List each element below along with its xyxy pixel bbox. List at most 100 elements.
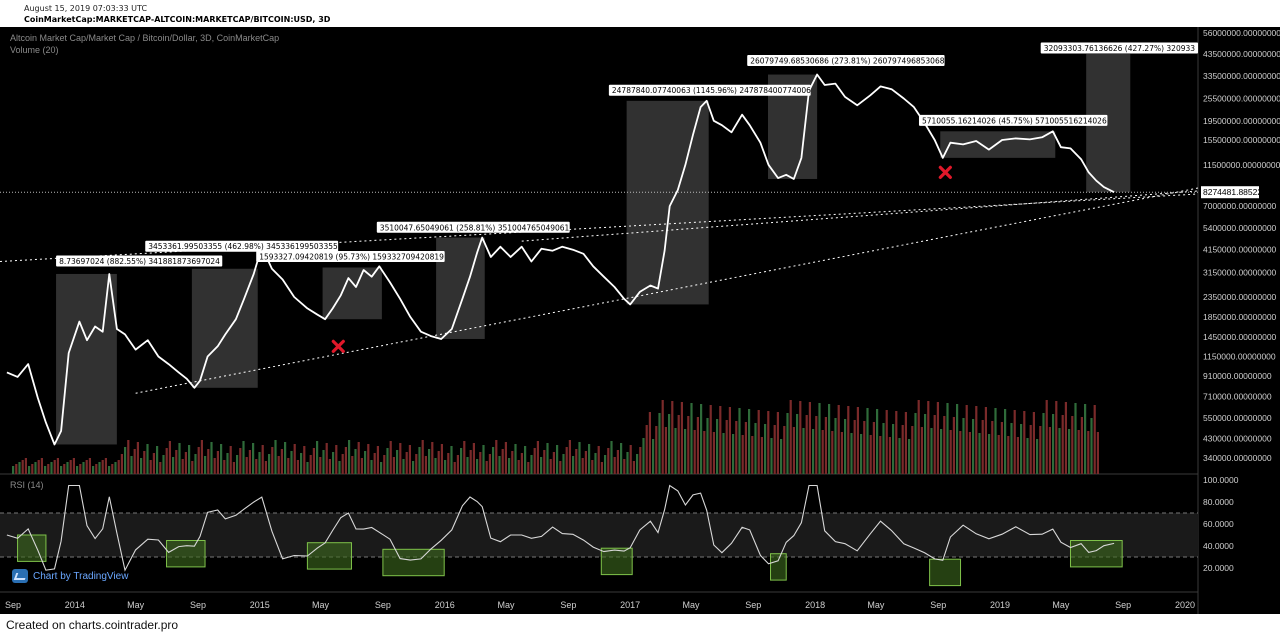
volume-bar xyxy=(597,446,600,474)
y-tick-label: 1450000.00000000 xyxy=(1203,332,1277,342)
x-tick-label: 2018 xyxy=(805,600,825,610)
volume-bar xyxy=(156,446,159,474)
volume-bar xyxy=(722,433,725,474)
volume-bar xyxy=(424,456,427,474)
volume-bar xyxy=(936,402,939,474)
volume-bar xyxy=(866,408,869,474)
volume-bar xyxy=(53,460,56,474)
volume-bar xyxy=(37,460,40,474)
volume-bar xyxy=(332,452,335,474)
volume-bar xyxy=(274,440,277,474)
volume-bar xyxy=(277,456,280,474)
volume-bar xyxy=(24,458,27,474)
volume-bar xyxy=(972,419,975,474)
y-tick-label: 550000.00000000 xyxy=(1203,413,1272,423)
volume-bar xyxy=(584,451,587,474)
volume-label: Volume (20) xyxy=(10,45,59,55)
volume-bar xyxy=(76,466,79,474)
volume-bar xyxy=(175,450,178,474)
volume-bar xyxy=(460,448,463,474)
volume-bar xyxy=(114,462,117,474)
volume-bar xyxy=(447,453,450,474)
volume-bar xyxy=(632,461,635,474)
volume-bar xyxy=(386,448,389,474)
annotation-label: 8.73697024 (882.55%) 341881873697024 xyxy=(59,257,220,266)
volume-bar xyxy=(1013,410,1016,474)
last-price-tag xyxy=(1201,186,1259,199)
volume-bar xyxy=(338,461,341,474)
volume-bar xyxy=(389,441,392,474)
volume-bar xyxy=(687,416,690,474)
volume-bar xyxy=(316,441,319,474)
volume-bar xyxy=(306,462,309,474)
volume-bar xyxy=(796,414,799,474)
annotation-label: 3453361.99503355 (462.98%) 3453361995033… xyxy=(148,242,338,251)
volume-bar xyxy=(210,442,213,474)
volume-bar xyxy=(994,408,997,474)
volume-bar xyxy=(808,402,811,474)
volume-bar xyxy=(607,448,610,474)
volume-bar xyxy=(997,435,1000,474)
volume-bar xyxy=(517,460,520,474)
volume-bar xyxy=(1032,412,1035,474)
volume-bar xyxy=(991,421,994,474)
chart-area[interactable]: 8.73697024 (882.55%) 341881873697024 3453… xyxy=(0,27,1280,614)
volume-bar xyxy=(415,454,418,474)
volume-bar xyxy=(869,435,872,474)
volume-bar xyxy=(92,466,95,474)
volume-bar xyxy=(392,457,395,474)
volume-bar xyxy=(28,466,31,474)
volume-bar xyxy=(444,460,447,474)
volume-bar xyxy=(50,462,53,474)
volume-bar xyxy=(1045,400,1048,474)
x-tick-label: Sep xyxy=(375,600,391,610)
volume-bar xyxy=(927,401,930,474)
volume-bar xyxy=(21,460,24,474)
volume-bar xyxy=(456,455,459,474)
volume-bar xyxy=(463,441,466,474)
annotation-box xyxy=(145,240,339,252)
axes-layer: 56000000.00000000 43500000.00000000 335000… xyxy=(5,28,1280,610)
volume-bar xyxy=(325,443,328,474)
volume-bar xyxy=(258,452,261,474)
volume-bar xyxy=(562,454,565,474)
volume-bar xyxy=(82,462,85,474)
volume-bar xyxy=(434,458,437,474)
tradingview-label: Chart by TradingView xyxy=(33,570,129,582)
volume-bar xyxy=(1074,403,1077,474)
volume-bar xyxy=(536,441,539,474)
volume-bar xyxy=(1004,409,1007,474)
volume-bar xyxy=(658,413,661,474)
volume-bar xyxy=(133,449,136,474)
x-tick-label: May xyxy=(682,600,700,610)
volume-bar xyxy=(1020,424,1023,474)
volume-bar xyxy=(943,416,946,474)
volume-bar xyxy=(696,417,699,474)
volume-bar xyxy=(399,443,402,474)
volume-bar xyxy=(453,462,456,474)
red-x-marker xyxy=(331,339,345,353)
volume-bar xyxy=(616,450,619,474)
volume-bar xyxy=(885,410,888,474)
rsi-oversold-box xyxy=(17,534,47,562)
volume-bar xyxy=(88,458,91,474)
volume-bar xyxy=(408,445,411,474)
x-tick-label: 2017 xyxy=(620,600,640,610)
volume-bar xyxy=(914,413,917,474)
annotation-label: 24787840.07740063 (1145.96%) 24787840077… xyxy=(612,86,811,95)
volume-bar xyxy=(984,407,987,474)
volume-bar xyxy=(271,447,274,474)
rsi-oversold-box xyxy=(929,558,962,587)
rsi-tick-label: 80.0000 xyxy=(1203,497,1234,507)
volume-bar xyxy=(152,453,155,474)
y-tick-label: 11500000.00000000 xyxy=(1203,160,1280,170)
volume-bar xyxy=(636,454,639,474)
x-tick-label: Sep xyxy=(930,600,946,610)
price-series-line xyxy=(6,73,1115,446)
volume-bar xyxy=(965,405,968,474)
y-tick-label: 25500000.00000000 xyxy=(1203,94,1280,104)
y-tick-label: 430000.00000000 xyxy=(1203,433,1272,443)
volume-bar xyxy=(892,424,895,474)
highlight-box xyxy=(56,273,117,445)
tradingview-badge[interactable]: Chart by TradingView xyxy=(12,567,128,585)
